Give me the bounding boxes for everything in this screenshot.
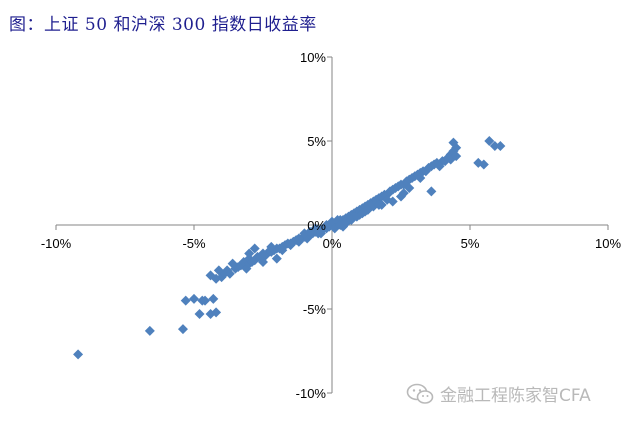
data-point: [213, 265, 224, 276]
chart-title: 图：上证 50 和沪深 300 指数日收益率: [9, 15, 317, 35]
data-point: [415, 172, 426, 183]
data-point: [310, 223, 321, 234]
data-point: [404, 183, 415, 194]
watermark-text: 金融工程陈家智CFA: [440, 386, 591, 406]
x-tick-label: -5%: [182, 236, 206, 251]
data-point: [495, 141, 506, 152]
y-tick-label: 5%: [307, 134, 326, 149]
data-point: [426, 186, 437, 197]
y-tick-label: -5%: [303, 302, 327, 317]
data-point: [271, 253, 282, 264]
y-tick-label: -10%: [296, 386, 327, 401]
data-point: [208, 293, 219, 304]
data-point: [194, 309, 205, 320]
data-point: [489, 141, 500, 152]
data-point: [434, 161, 445, 172]
data-point: [244, 248, 255, 259]
data-point: [227, 258, 238, 269]
data-point: [224, 268, 235, 279]
watermark: 金融工程陈家智CFA: [406, 381, 591, 406]
data-point: [484, 136, 495, 146]
wechat-icon: [406, 383, 434, 404]
data-point: [448, 137, 459, 148]
data-point: [211, 307, 222, 318]
data-point: [177, 324, 188, 335]
data-point: [144, 325, 155, 336]
x-tick-label: 5%: [461, 236, 480, 251]
x-tick-label: -10%: [41, 236, 72, 251]
data-point: [266, 241, 277, 252]
data-point: [258, 256, 268, 267]
x-tick-label: 0%: [323, 236, 342, 251]
data-point: [478, 159, 489, 170]
data-point: [373, 199, 384, 210]
x-tick-label: 10%: [595, 236, 621, 251]
data-point: [200, 295, 211, 306]
data-point: [249, 243, 260, 254]
y-tick-label: 0%: [307, 218, 326, 233]
data-point: [442, 152, 453, 163]
y-tick-label: 10%: [300, 50, 326, 65]
data-point: [73, 349, 84, 360]
data-point: [285, 238, 296, 249]
data-point: [189, 293, 199, 304]
data-points: [73, 136, 506, 360]
tick-labels: -10% -5% 0% 5% 10% 10% 5% 0% -5% -10%: [41, 50, 622, 401]
data-point: [277, 245, 288, 256]
data-point: [315, 228, 326, 239]
data-point: [451, 151, 462, 162]
data-point: [180, 295, 191, 306]
data-point: [387, 196, 398, 207]
data-point: [362, 204, 373, 215]
data-point: [321, 220, 332, 230]
data-point: [293, 233, 304, 244]
data-point: [398, 188, 409, 199]
